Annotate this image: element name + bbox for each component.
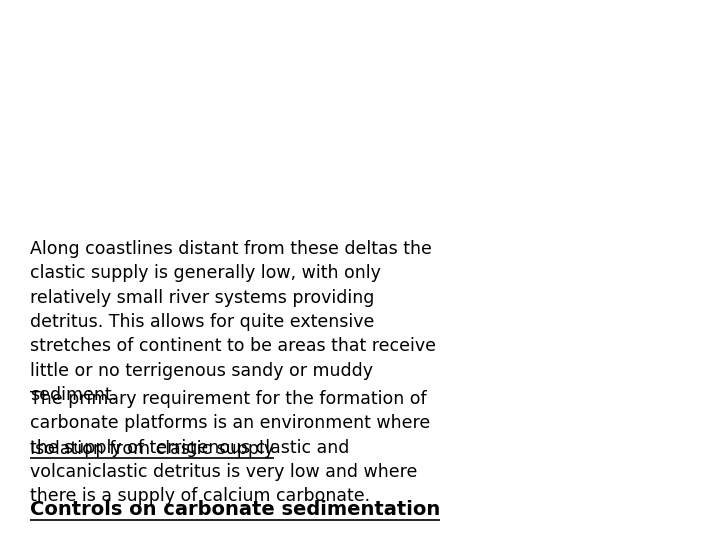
Text: The primary requirement for the formation of
carbonate platforms is an environme: The primary requirement for the formatio… <box>30 390 431 505</box>
Text: Controls on carbonate sedimentation: Controls on carbonate sedimentation <box>30 500 440 519</box>
Text: Along coastlines distant from these deltas the
clastic supply is generally low, : Along coastlines distant from these delt… <box>30 240 436 404</box>
Text: Isolation from clastic supply: Isolation from clastic supply <box>30 440 274 458</box>
